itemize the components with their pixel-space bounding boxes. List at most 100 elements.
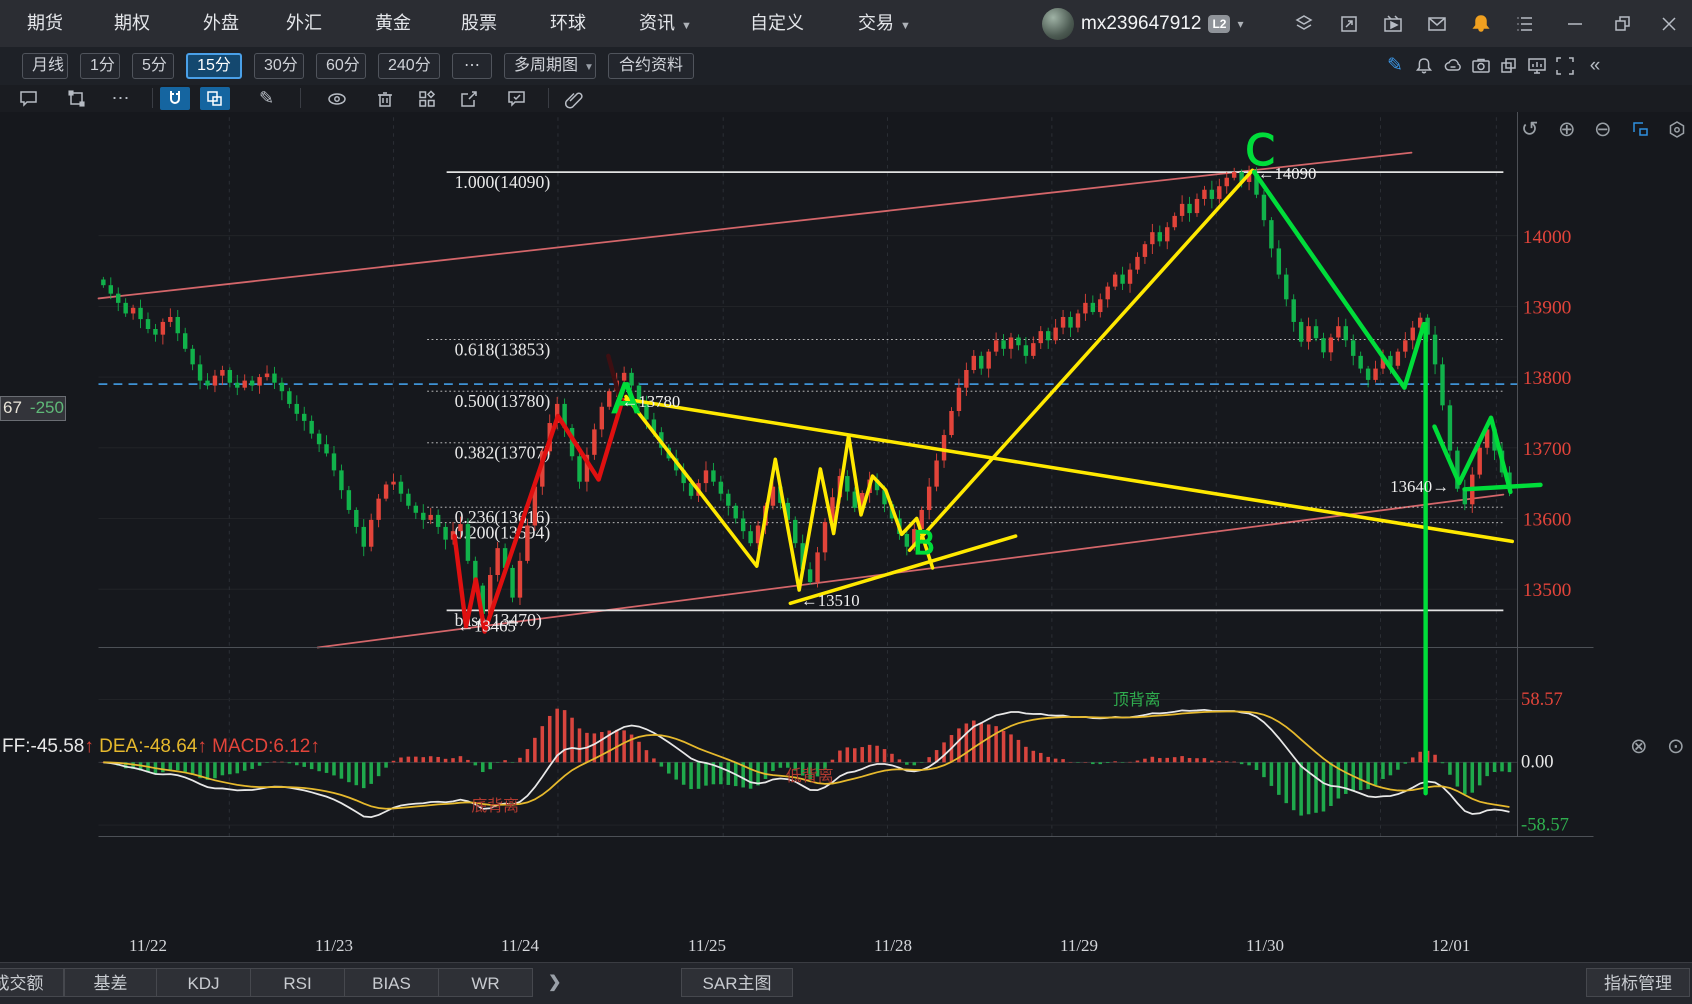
more-dots-icon[interactable]: ⋯ xyxy=(111,88,131,108)
trash-icon[interactable] xyxy=(370,87,400,110)
timeframe-1分[interactable]: 1分 xyxy=(80,53,120,79)
up-arrow-icon: ↑ xyxy=(310,736,320,757)
indicator-tab-成交额[interactable]: 成交额 xyxy=(0,968,64,997)
wave-label-C[interactable]: C xyxy=(1245,126,1276,176)
pencil-draw-icon[interactable]: ✎ xyxy=(258,88,276,108)
chevron-down-icon: ▼ xyxy=(681,20,692,32)
comment-bubble-icon[interactable] xyxy=(14,87,44,110)
user-account[interactable]: mx239647912 L2 ▾ xyxy=(1042,0,1243,47)
contract-info-button[interactable]: 合约资料 xyxy=(608,53,694,79)
layers-icon[interactable] xyxy=(1293,13,1315,35)
overlap-squares-icon[interactable] xyxy=(200,87,230,110)
list-icon[interactable] xyxy=(1514,13,1536,35)
level-badge: L2 xyxy=(1208,14,1231,33)
menu-item-4[interactable]: 外汇 xyxy=(286,13,322,33)
menu-item-8[interactable]: 资讯 ▼ xyxy=(639,13,692,33)
top-menu-bar: 期货 期权 外盘 外汇 黄金 股票 环球 资讯 ▼ 自定义 交易 ▼ mx239647912 L2 ▾ xyxy=(0,0,1692,47)
up-arrow-icon: ↑ xyxy=(84,736,100,757)
date-label: 11/22 xyxy=(128,936,168,955)
menu-item-6[interactable]: 股票 xyxy=(461,13,497,33)
bell-outline-icon[interactable] xyxy=(1413,55,1435,77)
monitor-chart-icon[interactable] xyxy=(1526,55,1548,77)
video-icon[interactable] xyxy=(1382,13,1404,35)
price-marker: ←13465 xyxy=(457,617,516,636)
timeframe-⋯[interactable]: ⋯ xyxy=(452,53,492,79)
indicator-tab-RSI[interactable]: RSI xyxy=(250,968,345,997)
chat-icon[interactable] xyxy=(502,87,532,110)
price-marker: ←14090 xyxy=(1258,164,1317,183)
circle-gear-icon[interactable]: ⊙ xyxy=(1667,735,1685,758)
circle-x-icon[interactable]: ⊗ xyxy=(1630,735,1648,758)
date-label: 11/29 xyxy=(1059,936,1099,955)
drawn-dark-stroke[interactable] xyxy=(606,353,623,405)
tabs-expand-chevron[interactable]: ❯ xyxy=(548,974,562,991)
expand-icon[interactable] xyxy=(1554,55,1576,77)
undo-icon[interactable]: ↺ xyxy=(1521,118,1539,141)
close-icon[interactable] xyxy=(1658,13,1680,35)
gear-icon[interactable] xyxy=(1666,119,1688,146)
transform-icon[interactable] xyxy=(62,87,92,110)
indicator-tab-BIAS[interactable]: BIAS xyxy=(344,968,439,997)
menu-item-10[interactable]: 交易 ▼ xyxy=(858,13,911,33)
indicator-tab-KDJ[interactable]: KDJ xyxy=(156,968,251,997)
wave-label-B[interactable]: B xyxy=(912,524,935,562)
eye-icon[interactable] xyxy=(322,87,352,110)
menu-item-1[interactable]: 期货 xyxy=(27,13,63,33)
candlestick-chart[interactable]: 1.000(14090) 0.618(13853) 0.500(13780) 0.38… xyxy=(0,112,1692,962)
copy-windows-icon[interactable] xyxy=(1498,55,1520,77)
zoom-in-icon[interactable]: ⊕ xyxy=(1558,118,1576,141)
drawn-green-zigzag[interactable] xyxy=(1432,415,1513,495)
timeframe-30分[interactable]: 30分 xyxy=(254,53,304,79)
divergence-label: 底背离 xyxy=(471,797,519,815)
share-out-icon[interactable] xyxy=(454,87,484,110)
fib-label: 0.500(13780) xyxy=(455,391,551,411)
indicator-manager-button[interactable]: 指标管理 xyxy=(1586,968,1690,997)
avatar xyxy=(1042,7,1074,40)
collapse-icon[interactable]: « xyxy=(1589,55,1601,76)
wave-label-A[interactable]: A xyxy=(611,374,640,423)
timeframe-5分[interactable]: 5分 xyxy=(132,53,174,79)
trendline-upper[interactable] xyxy=(97,151,1413,300)
date-label: 11/28 xyxy=(873,936,913,955)
bell-icon[interactable] xyxy=(1470,13,1492,35)
trendline-lower[interactable] xyxy=(316,493,1505,649)
username: mx239647912 xyxy=(1081,12,1202,34)
drawn-yellow-support[interactable] xyxy=(788,534,1018,606)
timeframe-月线[interactable]: 月线 xyxy=(22,53,68,79)
paperclip-icon[interactable] xyxy=(560,87,590,110)
menu-item-7[interactable]: 环球 xyxy=(550,13,586,33)
camera-icon[interactable] xyxy=(1470,55,1492,77)
menu-item-2[interactable]: 期权 xyxy=(114,13,150,33)
minimize-icon[interactable] xyxy=(1564,13,1586,35)
zoom-out-icon[interactable]: ⊖ xyxy=(1594,118,1612,141)
menu-item-5[interactable]: 黄金 xyxy=(375,13,411,33)
drawn-yellow-rally[interactable] xyxy=(907,168,1255,553)
toolbar-separator xyxy=(300,88,301,108)
multi-period-button[interactable]: 多周期图 ▼ xyxy=(504,53,596,79)
price-tick-label: 13800 xyxy=(1523,368,1572,389)
drawn-red-zigzag[interactable] xyxy=(452,397,625,634)
price-marker: ←13510 xyxy=(801,591,860,610)
magnet-icon[interactable] xyxy=(160,87,190,110)
drawn-yellow-trendline[interactable] xyxy=(624,397,1514,544)
menu-item-3[interactable]: 外盘 xyxy=(203,13,239,33)
timeframe-240分[interactable]: 240分 xyxy=(378,53,440,79)
menu-item-9[interactable]: 自定义 xyxy=(750,13,804,33)
chart-area[interactable]: 1.000(14090) 0.618(13853) 0.500(13780) 0.38… xyxy=(0,112,1692,962)
window-blue-icon[interactable] xyxy=(1630,119,1652,146)
timeframe-15分[interactable]: 15分 xyxy=(186,53,242,79)
timeframe-60分[interactable]: 60分 xyxy=(316,53,366,79)
chevron-down-icon[interactable]: ▾ xyxy=(1237,16,1244,31)
cloud-icon[interactable] xyxy=(1442,55,1464,77)
indicator-tab-基差[interactable]: 基差 xyxy=(64,968,157,997)
window-share-icon[interactable] xyxy=(1338,13,1360,35)
drawn-green-decline[interactable] xyxy=(1252,169,1427,390)
sar-overlay-button[interactable]: SAR主图 xyxy=(681,968,793,997)
mail-icon[interactable] xyxy=(1426,13,1448,35)
drawn-green-flat[interactable] xyxy=(1462,482,1543,492)
drawn-yellow-zigzag[interactable] xyxy=(624,394,935,592)
indicator-tab-WR[interactable]: WR xyxy=(438,968,533,997)
pencil-icon[interactable]: ✎ xyxy=(1387,55,1403,76)
components-icon[interactable] xyxy=(412,87,442,110)
restore-icon[interactable] xyxy=(1612,13,1634,35)
